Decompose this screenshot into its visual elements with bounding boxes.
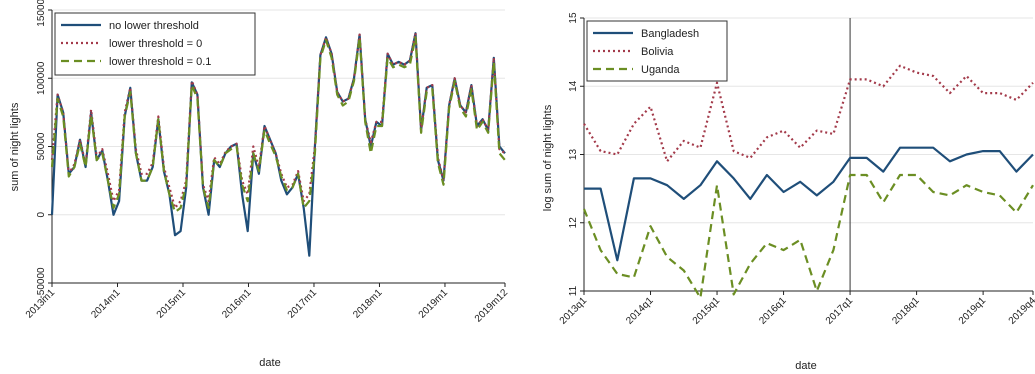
legend-label: no lower threshold [109,20,199,32]
x-axis-label: date [795,360,816,372]
x-axis-label: date [259,357,280,369]
legend-label: Bolivia [641,46,674,58]
series-line-lower-threshold-0-1 [50,36,506,214]
y-tick-label: 0 [36,212,47,218]
y-tick-label: 100000 [36,61,47,95]
y-tick-label: 150000 [36,0,47,27]
legend: no lower threshold lower threshold = 0 low… [54,12,256,76]
y-tick-label: 50000 [36,132,47,160]
series-line-bangladesh [584,146,1034,262]
legend-label: lower threshold = 0 [109,38,202,50]
legend: Bangladesh Bolivia Uganda [586,20,728,82]
y-tick-label: 11 [568,285,579,296]
legend-label: Uganda [641,64,680,76]
y-tick-label: 12 [568,217,579,229]
legend-box [54,12,256,76]
legend-label: lower threshold = 0.1 [109,56,211,68]
y-axis-label: log sum of night lights [542,104,554,211]
legend-box [586,20,728,82]
y-tick-label: 14 [568,80,579,92]
series-line-lower-threshold-0 [50,32,506,209]
y-axis-label: sum of night lights [9,102,21,191]
y-tick-label: 15 [568,12,579,24]
y-tick-label: -50000 [36,267,47,299]
legend-label: Bangladesh [641,28,699,40]
series-line-bolivia [583,64,1034,163]
series-line-uganda [582,173,1034,299]
y-tick-label: 13 [568,149,579,161]
